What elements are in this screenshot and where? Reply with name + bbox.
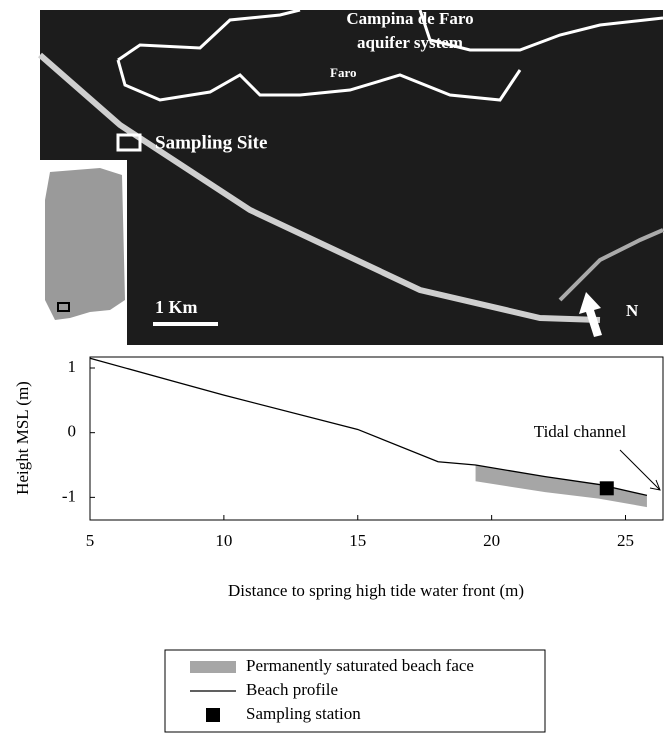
legend-label: Permanently saturated beach face [246, 656, 474, 675]
x-axis-label: Distance to spring high tide water front… [228, 581, 524, 600]
saturated-area [475, 465, 647, 508]
map-background [40, 10, 663, 345]
y-axis-label: Height MSL (m) [13, 381, 32, 495]
aquifer-label: Campina de Faro [346, 9, 473, 28]
x-tick-label: 10 [215, 531, 232, 550]
x-tick-label: 25 [617, 531, 634, 550]
iberia-inset [45, 168, 125, 320]
aquifer-label: aquifer system [357, 33, 463, 52]
inset-site-box [57, 302, 70, 312]
y-tick-label: 1 [68, 357, 77, 376]
coastline [38, 52, 601, 323]
x-tick-label: 5 [86, 531, 95, 550]
y-tick-label: 0 [68, 422, 77, 441]
y-tick-label: -1 [62, 486, 76, 505]
site-label: Sampling Site [155, 132, 267, 153]
legend-label: Sampling station [246, 704, 361, 723]
aquifer-outline [116, 8, 664, 102]
plot-frame [89, 356, 664, 521]
satellite-map: Campina de Faro aquifer system Faro Samp… [38, 8, 664, 345]
city-label: Faro [330, 65, 356, 80]
site-box [116, 133, 142, 152]
x-tick-label: 15 [349, 531, 366, 550]
legend-swatch [206, 708, 220, 722]
north-arrow [579, 292, 602, 337]
annotation-arrow [619, 449, 661, 491]
x-tick-label: 20 [483, 531, 500, 550]
station-marker [599, 481, 614, 496]
legend-swatch [190, 661, 236, 673]
profile-line [89, 357, 648, 497]
annotation: Tidal channel [534, 422, 627, 441]
scale-label: 1 Km [155, 297, 198, 317]
legend-label: Beach profile [246, 680, 338, 699]
coastline [558, 228, 664, 302]
north-label: N [626, 301, 639, 320]
